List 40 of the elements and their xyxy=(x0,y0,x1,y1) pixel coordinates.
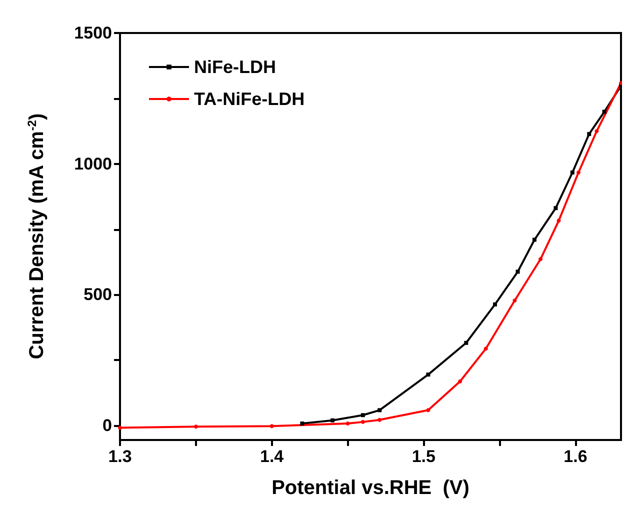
x-tick-label: 1.6 xyxy=(564,447,588,466)
point xyxy=(426,408,430,412)
point xyxy=(512,298,517,302)
x-tick-label: 1.5 xyxy=(412,447,436,466)
x-tick-label: 1.3 xyxy=(108,447,132,466)
point xyxy=(492,302,497,306)
x-axis-title: Potential vs.RHE (V) xyxy=(272,477,470,499)
point xyxy=(118,426,122,430)
y-tick-label: 0 xyxy=(102,416,112,436)
point xyxy=(378,408,382,412)
point xyxy=(194,424,198,429)
point xyxy=(538,257,543,262)
point xyxy=(484,346,488,351)
point xyxy=(532,238,536,242)
point xyxy=(554,206,558,210)
legend-label: NiFe-LDH xyxy=(194,57,276,77)
point xyxy=(516,270,520,274)
point xyxy=(556,218,561,223)
point xyxy=(360,420,365,424)
x-tick-label: 1.4 xyxy=(260,447,284,466)
point xyxy=(300,422,304,426)
y-tick-label: 1000 xyxy=(74,154,112,174)
point xyxy=(602,110,606,114)
point xyxy=(330,418,335,422)
point xyxy=(587,132,592,136)
point xyxy=(346,422,350,426)
point xyxy=(570,170,574,175)
legend-label: TA-NiFe-LDH xyxy=(194,89,305,109)
point xyxy=(619,80,622,85)
point xyxy=(576,170,580,175)
point xyxy=(426,372,430,377)
y-axis-title: Current Density (mA cm-2) xyxy=(25,113,48,360)
point xyxy=(360,413,365,418)
point xyxy=(378,418,382,422)
point xyxy=(458,379,462,384)
point xyxy=(594,129,599,134)
point xyxy=(270,424,274,428)
y-tick-label: 1500 xyxy=(74,24,112,42)
y-tick-label: 500 xyxy=(84,285,112,304)
point xyxy=(464,340,468,345)
